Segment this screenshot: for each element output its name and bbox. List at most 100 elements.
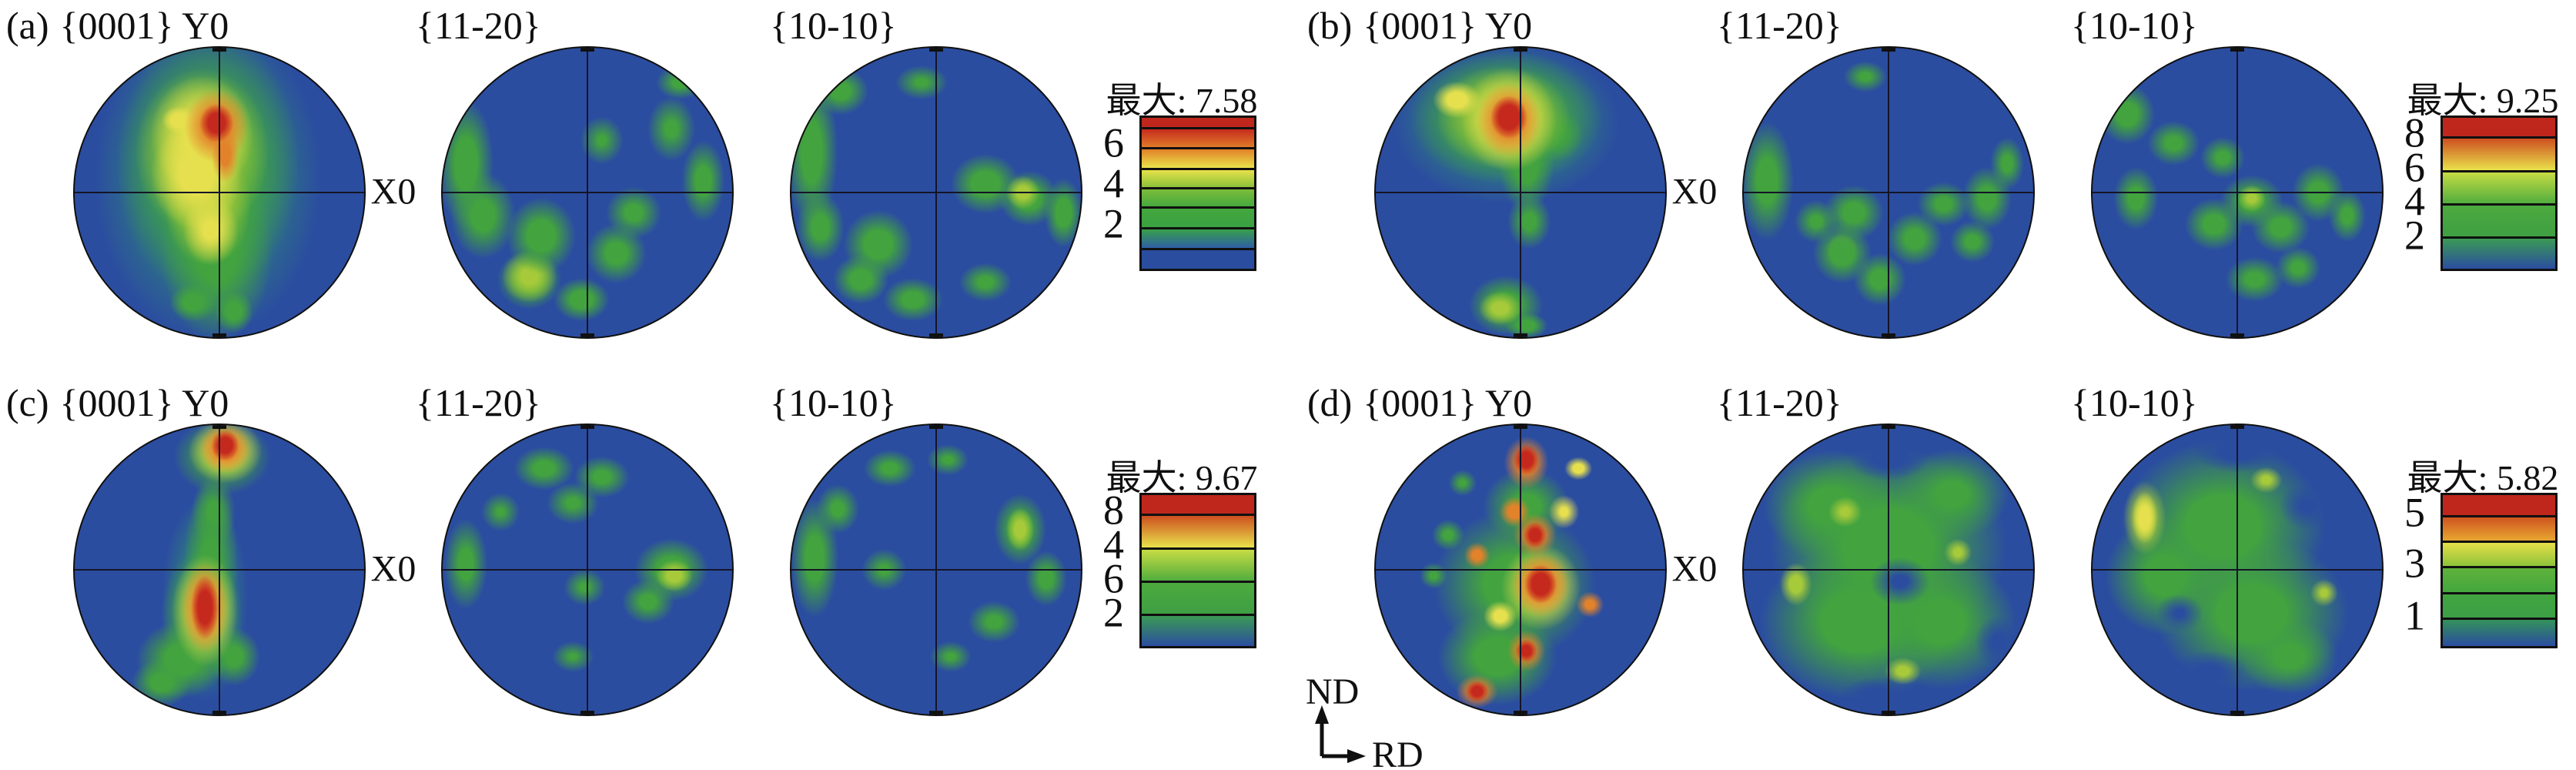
- panel-a-header: (a) {0001} Y0: [6, 2, 229, 49]
- colorbar-segment: [1142, 613, 1254, 646]
- pole-tick-bottom: [212, 333, 226, 337]
- colorbar-tick-label: 1: [2404, 591, 2425, 638]
- crosshair-horizontal: [75, 192, 364, 193]
- pole-tick-bottom: [1514, 333, 1527, 337]
- pole-title-1120: {11-20}: [416, 4, 541, 47]
- colorbar-tick-label: 4: [2404, 178, 2425, 225]
- colorbar-tick-label: 6: [1103, 555, 1124, 602]
- colorbar-tick-label: 8: [2404, 109, 2425, 156]
- max-value: 9.67: [1195, 458, 1258, 497]
- colorbar-gradient: [1139, 493, 1256, 648]
- x-axis-label: X0: [1671, 548, 1718, 590]
- pole-figure-1120: [441, 424, 734, 716]
- max-prefix: 最大:: [1106, 458, 1196, 497]
- pole-tick-top: [580, 48, 594, 52]
- colorbar-tick-label: 4: [1103, 521, 1124, 567]
- pole-tick-top: [1882, 48, 1895, 52]
- colorbar-gradient: [2441, 116, 2558, 271]
- max-prefix: 最大:: [2407, 458, 2497, 497]
- colorbar: [2441, 493, 2558, 648]
- panel-b: (b) {0001} Y0 {11-20} {10-10} X0 最大: 9.25…: [1301, 0, 2576, 392]
- pole-figure-1120: [441, 46, 734, 339]
- pole-title-1120: {11-20}: [416, 381, 541, 424]
- x-axis-label: X0: [1671, 171, 1718, 213]
- pole-tick-bottom: [929, 711, 943, 715]
- colorbar: [1139, 493, 1256, 648]
- crosshair-horizontal: [791, 192, 1081, 193]
- colorbar-max-label: 最大: 9.25: [2407, 72, 2559, 123]
- colorbar-segment: [1142, 547, 1254, 581]
- pole-title-1010: {10-10}: [770, 4, 897, 47]
- pole-tick-top: [2230, 48, 2244, 52]
- pole-title-1010: {10-10}: [2071, 4, 2198, 47]
- pole-tick-top: [1514, 48, 1527, 52]
- crosshair-horizontal: [443, 569, 732, 571]
- pole-figure-1010: [2091, 424, 2384, 716]
- max-value: 7.58: [1195, 81, 1258, 120]
- panel-c-header: (c) {0001} Y0: [6, 379, 229, 427]
- pole-figure-1120: [1742, 424, 2035, 716]
- panel-c-label: (c): [6, 381, 49, 424]
- pole-figure-0001: [73, 46, 366, 339]
- colorbar-segment: [1142, 226, 1254, 248]
- pole-tick-top: [929, 425, 943, 429]
- max-prefix: 最大:: [1106, 81, 1196, 120]
- colorbar-segment: [2443, 495, 2555, 516]
- pole-tick-top: [929, 48, 943, 52]
- colorbar-tick-label: 4: [1103, 160, 1124, 207]
- colorbar-gradient: [2441, 493, 2558, 648]
- colorbar-segment: [2443, 592, 2555, 618]
- colorbar-segment: [2443, 118, 2555, 136]
- colorbar: [2441, 116, 2558, 271]
- colorbar-segment: [1142, 513, 1254, 547]
- max-value: 9.25: [2496, 81, 2559, 120]
- pole-figure-1010: [790, 424, 1082, 716]
- colorbar-max-label: 最大: 9.67: [1106, 450, 1258, 500]
- colorbar-tick-label: 8: [1103, 487, 1124, 534]
- colorbar-segment: [1142, 495, 1254, 514]
- pole-tick-bottom: [580, 333, 594, 337]
- rd-arrow-icon: [1347, 749, 1366, 763]
- colorbar-tick-label: 2: [2404, 211, 2425, 258]
- colorbar-segment: [2443, 541, 2555, 566]
- colorbar-segment: [2443, 515, 2555, 541]
- panel-b-header: (b) {0001} Y0: [1307, 2, 1532, 49]
- panel-a: (a) {0001} Y0 {11-20} {10-10} X0 最大: 7.58…: [0, 0, 1275, 392]
- colorbar-segment: [1142, 147, 1254, 168]
- pole-figure-1010: [790, 46, 1082, 339]
- colorbar-gradient: [1139, 116, 1256, 271]
- x-axis-label: X0: [370, 548, 417, 590]
- colorbar-segment: [1142, 186, 1254, 207]
- panel-a-label: (a): [6, 4, 49, 47]
- pole-tick-bottom: [2230, 711, 2244, 715]
- colorbar-tick-label: 6: [1103, 119, 1124, 166]
- pole-tick-top: [580, 425, 594, 429]
- pole-tick-bottom: [212, 711, 226, 715]
- colorbar-tick-label: 5: [2404, 489, 2425, 536]
- colorbar-segment: [1142, 247, 1254, 269]
- colorbar-tick-label: 2: [1103, 588, 1124, 635]
- pole-figure-1010: [2091, 46, 2384, 339]
- colorbar-segment: [2443, 136, 2555, 170]
- panel-d-label: (d): [1307, 381, 1353, 424]
- colorbar-segment: [2443, 565, 2555, 593]
- colorbar-segment: [1142, 581, 1254, 614]
- max-prefix: 最大:: [2407, 81, 2497, 120]
- colorbar-tick-label: 3: [2404, 540, 2425, 587]
- crosshair-horizontal: [791, 569, 1081, 571]
- colorbar-segment: [1142, 206, 1254, 227]
- crosshair-horizontal: [2093, 569, 2382, 571]
- crosshair-horizontal: [1744, 192, 2033, 193]
- pole-tick-bottom: [580, 711, 594, 715]
- colorbar-max-label: 最大: 7.58: [1106, 72, 1258, 123]
- colorbar-segment: [2443, 236, 2555, 269]
- pole-title-0001: {0001} Y0: [1363, 4, 1533, 47]
- panel-d: (d) {0001} Y0 {11-20} {10-10} X0 最大: 5.82…: [1301, 377, 2576, 770]
- pole-title-1120: {11-20}: [1717, 4, 1842, 47]
- crosshair-horizontal: [1744, 569, 2033, 571]
- colorbar-segment: [2443, 618, 2555, 647]
- pole-title-1120: {11-20}: [1717, 381, 1842, 424]
